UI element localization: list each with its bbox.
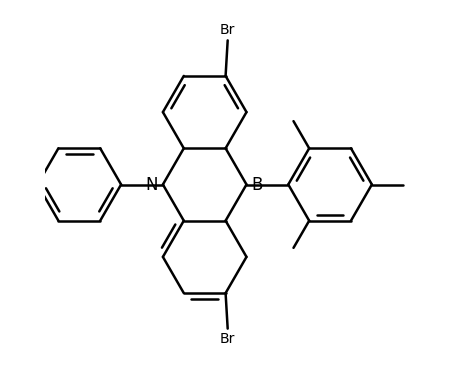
Text: B: B bbox=[251, 176, 263, 193]
Text: N: N bbox=[146, 176, 158, 193]
Text: Br: Br bbox=[220, 24, 236, 38]
Text: Br: Br bbox=[220, 331, 236, 345]
